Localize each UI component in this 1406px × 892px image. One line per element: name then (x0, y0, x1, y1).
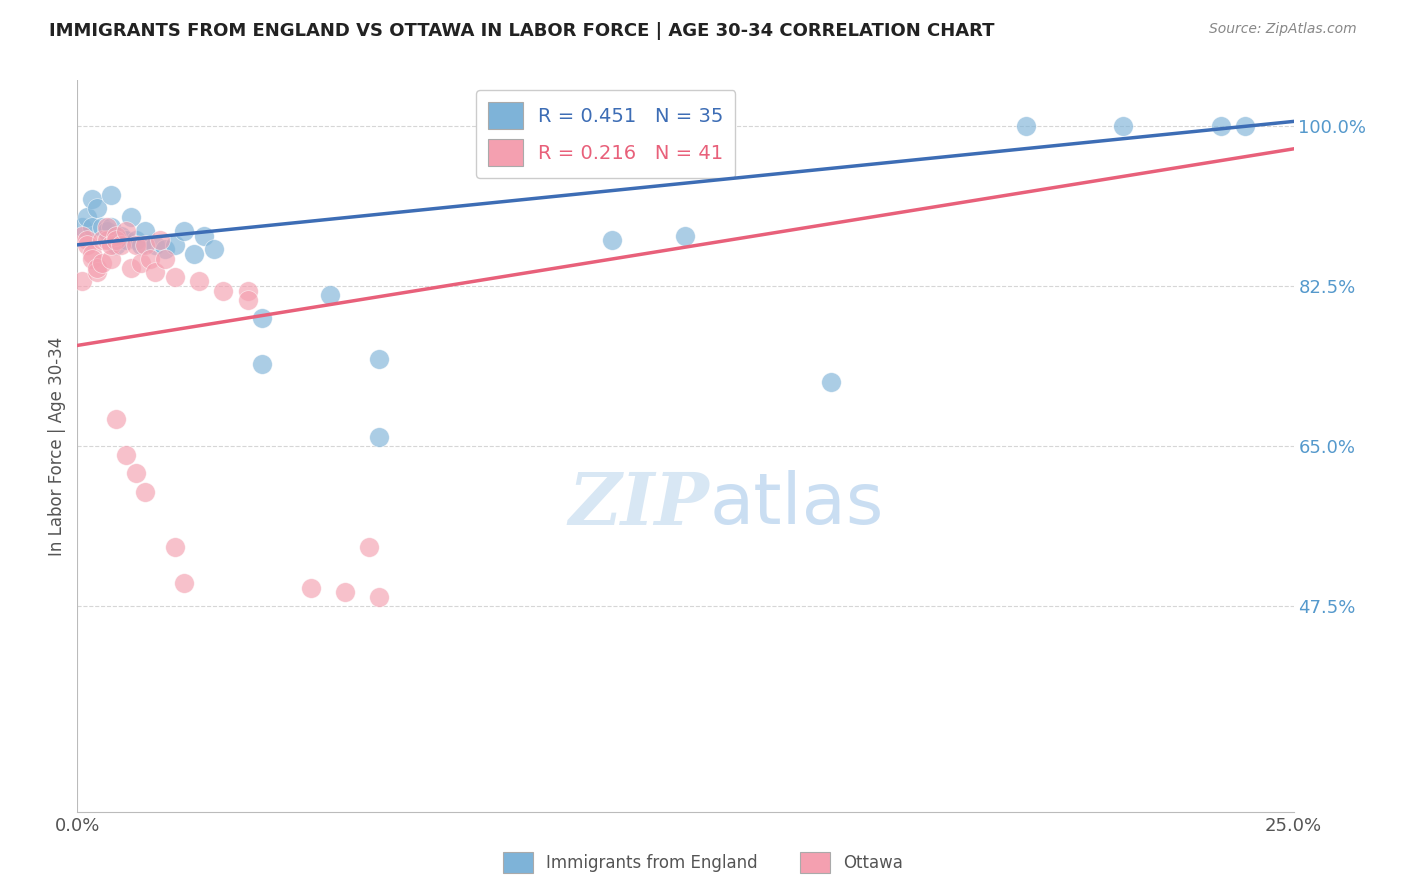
Point (110, 238, 132, 252)
Point (80, 219, 103, 234)
Legend: R = 0.451   N = 35, R = 0.216   N = 41: R = 0.451 N = 35, R = 0.216 N = 41 (477, 90, 735, 178)
Point (125, 233, 148, 247)
Point (139, 252, 162, 266)
Point (70, 228, 93, 243)
Point (173, 576, 195, 591)
Point (250, 310, 273, 325)
Point (96, 233, 118, 247)
Point (115, 448, 138, 462)
Point (1209, 119, 1232, 133)
Point (250, 357, 273, 371)
Point (125, 467, 148, 481)
Point (368, 352, 391, 367)
Point (153, 243, 176, 257)
Point (153, 252, 176, 266)
Point (163, 238, 186, 252)
Point (115, 233, 138, 247)
Point (193, 228, 215, 243)
Point (110, 228, 132, 243)
Point (1015, 119, 1038, 133)
Point (183, 247, 205, 261)
Point (76, 211, 98, 225)
Point (120, 260, 142, 275)
Text: Source: ZipAtlas.com: Source: ZipAtlas.com (1209, 22, 1357, 37)
Text: ZIP: ZIP (569, 469, 710, 540)
Point (299, 581, 322, 595)
Point (125, 238, 148, 252)
Point (100, 252, 122, 266)
Point (76, 233, 98, 247)
Point (143, 265, 166, 279)
Point (120, 211, 142, 225)
Point (105, 238, 128, 252)
Point (212, 284, 235, 298)
Point (86, 201, 108, 215)
Point (333, 585, 356, 599)
Point (129, 256, 152, 270)
Point (80, 192, 103, 206)
Point (115, 224, 138, 238)
Point (90, 256, 112, 270)
Point (105, 411, 128, 425)
Point (134, 238, 156, 252)
Point (173, 224, 195, 238)
Point (820, 375, 842, 389)
Point (134, 224, 156, 238)
Point (149, 233, 172, 247)
Point (100, 238, 122, 252)
Text: IMMIGRANTS FROM ENGLAND VS OTTAWA IN LABOR FORCE | AGE 30-34 CORRELATION CHART: IMMIGRANTS FROM ENGLAND VS OTTAWA IN LAB… (49, 22, 994, 40)
Point (368, 590, 391, 604)
Point (134, 484, 156, 499)
Point (80, 247, 103, 261)
Point (90, 219, 112, 234)
Point (105, 233, 128, 247)
Point (76, 238, 98, 252)
Point (96, 219, 118, 234)
Point (100, 219, 122, 234)
Point (90, 233, 112, 247)
Point (602, 233, 624, 247)
Point (70, 219, 93, 234)
Point (202, 243, 225, 257)
Point (675, 228, 697, 243)
Point (1233, 119, 1256, 133)
Point (163, 269, 186, 284)
Text: atlas: atlas (710, 470, 884, 539)
Point (100, 187, 122, 202)
Point (236, 293, 259, 307)
Point (86, 265, 108, 279)
Point (80, 252, 103, 266)
Point (236, 284, 259, 298)
Point (86, 260, 108, 275)
Point (163, 540, 186, 554)
Y-axis label: In Labor Force | Age 30-34: In Labor Force | Age 30-34 (48, 336, 66, 556)
Point (319, 288, 342, 302)
Point (105, 228, 128, 243)
Point (70, 275, 93, 289)
Point (368, 430, 391, 444)
Point (96, 224, 118, 238)
Legend: Immigrants from England, Ottawa: Immigrants from England, Ottawa (496, 846, 910, 880)
Point (359, 540, 381, 554)
Point (188, 275, 211, 289)
Point (143, 238, 166, 252)
Point (129, 238, 152, 252)
Point (1112, 119, 1135, 133)
